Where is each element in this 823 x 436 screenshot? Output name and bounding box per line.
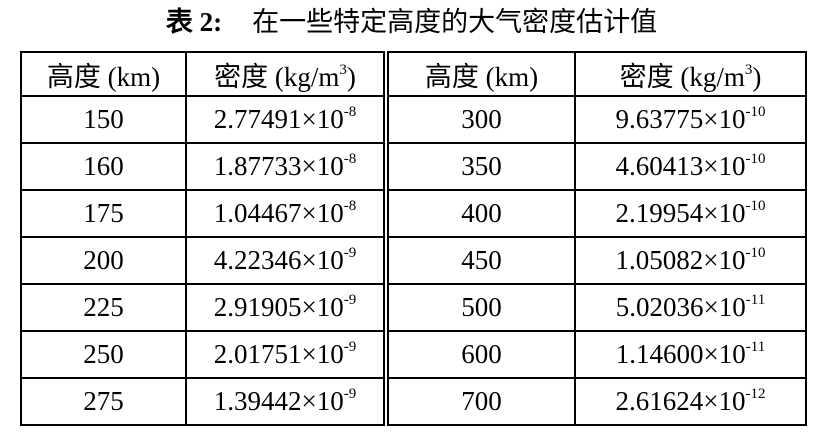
density-cell: 1.87733×10-8 bbox=[185, 142, 387, 191]
density-cell: 2.19954×10-10 bbox=[574, 189, 807, 238]
density-cell: 9.63775×10-10 bbox=[574, 95, 807, 144]
density-cell: 1.05082×10-10 bbox=[574, 236, 807, 285]
caption-label: 表 2: bbox=[165, 7, 223, 37]
altitude-cell: 160 bbox=[20, 142, 187, 191]
altitude-cell: 700 bbox=[383, 377, 576, 426]
altitude-cell: 350 bbox=[383, 142, 576, 191]
density-cell: 2.61624×10-12 bbox=[574, 377, 807, 426]
density-cell: 4.60413×10-10 bbox=[574, 142, 807, 191]
density-cell: 1.04467×10-8 bbox=[185, 189, 387, 238]
header-density-1: 密度 (kg/m3) bbox=[185, 51, 387, 97]
density-cell: 1.14600×10-11 bbox=[574, 330, 807, 379]
altitude-cell: 225 bbox=[20, 283, 187, 332]
density-cell: 5.02036×10-11 bbox=[574, 283, 807, 332]
density-table: 高度 (km) 密度 (kg/m3) 高度 (km) 密度 (kg/m3) 15… bbox=[20, 51, 807, 426]
density-cell: 2.77491×10-8 bbox=[185, 95, 387, 144]
altitude-cell: 175 bbox=[20, 189, 187, 238]
table-row: 225 2.91905×10-9 500 5.02036×10-11 bbox=[20, 283, 807, 332]
altitude-cell: 275 bbox=[20, 377, 187, 426]
altitude-cell: 150 bbox=[20, 95, 187, 144]
density-cell: 2.01751×10-9 bbox=[185, 330, 387, 379]
table-row: 250 2.01751×10-9 600 1.14600×10-11 bbox=[20, 330, 807, 379]
altitude-cell: 250 bbox=[20, 330, 187, 379]
altitude-cell: 500 bbox=[383, 283, 576, 332]
altitude-cell: 300 bbox=[383, 95, 576, 144]
altitude-cell: 200 bbox=[20, 236, 187, 285]
table-row: 275 1.39442×10-9 700 2.61624×10-12 bbox=[20, 377, 807, 426]
table-row: 175 1.04467×10-8 400 2.19954×10-10 bbox=[20, 189, 807, 238]
altitude-cell: 450 bbox=[383, 236, 576, 285]
header-density-2: 密度 (kg/m3) bbox=[574, 51, 807, 97]
density-cell: 1.39442×10-9 bbox=[185, 377, 387, 426]
table-row: 160 1.87733×10-8 350 4.60413×10-10 bbox=[20, 142, 807, 191]
header-altitude-1: 高度 (km) bbox=[20, 51, 187, 97]
density-cell: 2.91905×10-9 bbox=[185, 283, 387, 332]
table-row: 200 4.22346×10-9 450 1.05082×10-10 bbox=[20, 236, 807, 285]
table-caption: 表 2: 在一些特定高度的大气密度估计值 bbox=[0, 4, 823, 40]
caption-text: 在一些特定高度的大气密度估计值 bbox=[252, 7, 658, 37]
table-row: 150 2.77491×10-8 300 9.63775×10-10 bbox=[20, 95, 807, 144]
header-row: 高度 (km) 密度 (kg/m3) 高度 (km) 密度 (kg/m3) bbox=[20, 51, 807, 97]
density-cell: 4.22346×10-9 bbox=[185, 236, 387, 285]
altitude-cell: 600 bbox=[383, 330, 576, 379]
altitude-cell: 400 bbox=[383, 189, 576, 238]
header-altitude-2: 高度 (km) bbox=[383, 51, 576, 97]
